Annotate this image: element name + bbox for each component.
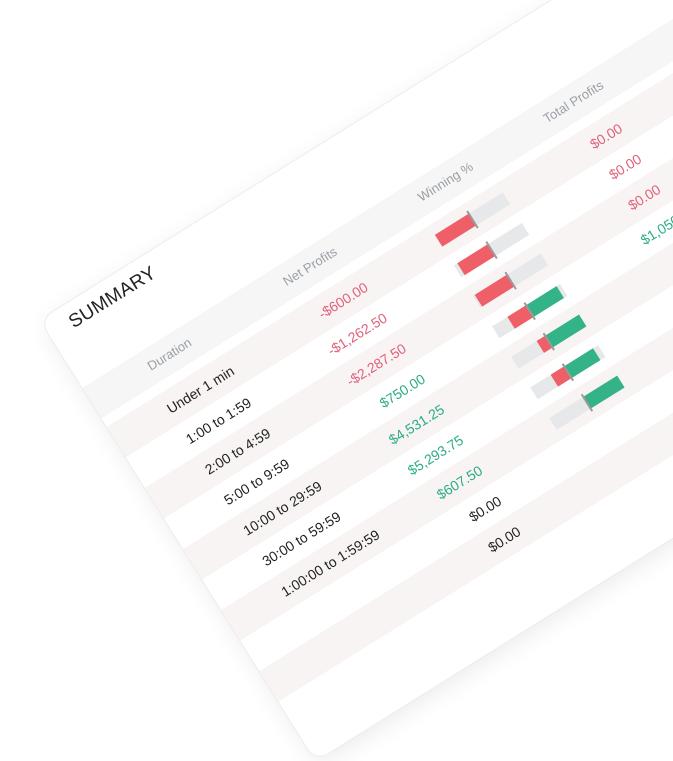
card-title: SUMMARY: [65, 262, 161, 333]
page: {"card": {"title": "SUMMARY", "headers":…: [65, 0, 673, 702]
summary-card: SUMMARY Duration Net Profits Winning % Total…: [40, 0, 673, 761]
